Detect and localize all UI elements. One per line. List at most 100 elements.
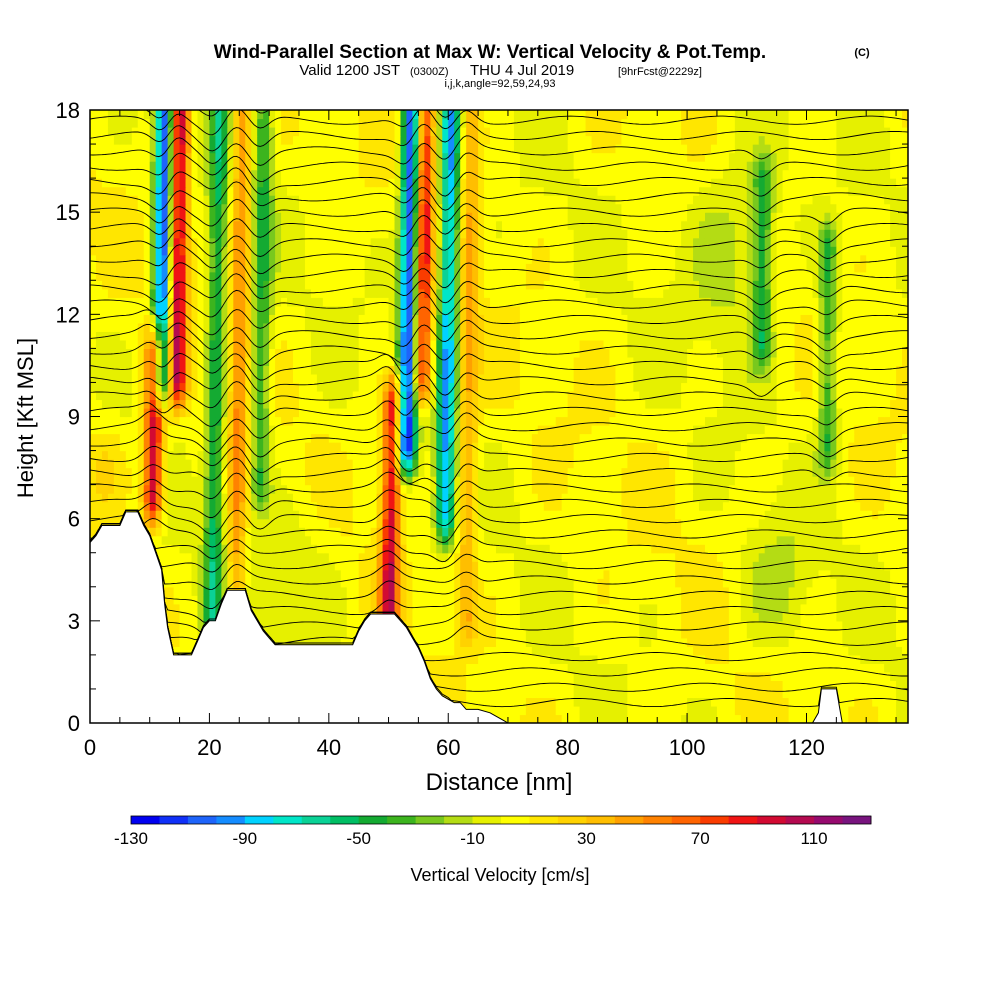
- heat-cell: [597, 714, 605, 723]
- heat-cell: [818, 561, 826, 571]
- heat-cell: [806, 433, 814, 443]
- heat-cell: [507, 467, 515, 477]
- heat-cell: [442, 416, 449, 426]
- heat-cell: [442, 459, 449, 469]
- heat-cell: [842, 586, 849, 596]
- heat-cell: [693, 637, 700, 647]
- heat-cell: [513, 578, 521, 588]
- heat-cell: [597, 569, 605, 579]
- heat-cell: [567, 697, 575, 707]
- heat-cell: [591, 714, 599, 723]
- heat-cell: [591, 442, 599, 452]
- heat-cell: [406, 535, 414, 545]
- heat-cell: [603, 476, 611, 486]
- heat-cell: [346, 450, 354, 460]
- heat-cell: [496, 459, 503, 469]
- heat-cell: [597, 637, 605, 647]
- heat-cell: [896, 467, 903, 477]
- heat-cell: [197, 518, 205, 528]
- heat-cell: [902, 603, 908, 613]
- heat-cell: [197, 527, 205, 537]
- heat-cell: [818, 518, 826, 528]
- heat-cell: [436, 510, 443, 520]
- heat-cell: [734, 552, 742, 562]
- heat-cell: [513, 697, 521, 707]
- heat-cell: [370, 459, 378, 469]
- heat-cell: [382, 552, 390, 562]
- heat-cell: [525, 425, 533, 435]
- heat-cell: [531, 578, 539, 588]
- heat-cell: [788, 688, 796, 699]
- heat-cell: [854, 535, 861, 545]
- heat-cell: [143, 510, 151, 520]
- heat-cell: [496, 654, 503, 664]
- heat-cell: [131, 425, 139, 435]
- heat-cell: [776, 535, 784, 545]
- heat-cell: [185, 603, 193, 613]
- heat-cell: [591, 603, 599, 613]
- heat-cell: [848, 552, 855, 562]
- heat-cell: [287, 476, 294, 486]
- heat-cell: [704, 697, 712, 707]
- heat-cell: [860, 646, 867, 656]
- heat-cell: [478, 688, 485, 699]
- heat-cell: [884, 535, 891, 545]
- heat-cell: [418, 407, 425, 418]
- heat-cell: [173, 425, 181, 435]
- heat-cell: [334, 603, 342, 613]
- heat-cell: [722, 595, 730, 605]
- heat-cell: [639, 518, 646, 528]
- heat-cell: [239, 467, 246, 477]
- heat-cell: [848, 629, 855, 639]
- heat-cell: [496, 688, 503, 699]
- heat-cell: [615, 586, 622, 596]
- heat-cell: [681, 535, 688, 545]
- heat-cell: [197, 510, 205, 520]
- heat-cell: [328, 535, 336, 545]
- heat-cell: [764, 484, 772, 494]
- heat-cell: [442, 527, 449, 537]
- heat-cell: [484, 612, 491, 622]
- heat-cell: [394, 612, 402, 622]
- heat-cell: [370, 442, 378, 452]
- heat-cell: [824, 510, 831, 520]
- heat-cell: [651, 680, 658, 690]
- heat-cell: [119, 459, 127, 469]
- heat-cell: [406, 561, 414, 571]
- heat-cell: [245, 407, 252, 418]
- heat-cell: [573, 714, 581, 723]
- heat-cell: [663, 680, 670, 690]
- heat-cell: [890, 714, 897, 723]
- heat-cell: [603, 629, 611, 639]
- heat-cell: [376, 586, 384, 596]
- heat-cell: [113, 484, 121, 494]
- heat-cell: [770, 510, 778, 520]
- heat-cell: [794, 688, 802, 699]
- heat-cell: [603, 586, 611, 596]
- heat-cell: [561, 416, 569, 426]
- heat-cell: [699, 416, 706, 426]
- heat-cell: [107, 459, 115, 469]
- heat-cell: [173, 459, 181, 469]
- heat-cell: [836, 518, 843, 528]
- heat-cell: [812, 688, 820, 699]
- heat-cell: [609, 459, 617, 469]
- heat-cell: [848, 425, 855, 435]
- heat-cell: [627, 501, 634, 511]
- heat-cell: [884, 671, 891, 682]
- heat-cell: [245, 433, 252, 443]
- heat-cell: [322, 484, 330, 494]
- heat-cell: [693, 467, 700, 477]
- heat-cell: [460, 646, 467, 656]
- heat-cell: [287, 552, 294, 562]
- heat-cell: [340, 442, 348, 452]
- heat-cell: [561, 569, 569, 579]
- heat-cell: [549, 535, 557, 545]
- heat-cell: [352, 510, 360, 520]
- chart-title: Wind-Parallel Section at Max W: Vertical…: [214, 42, 766, 63]
- heat-cell: [424, 535, 431, 545]
- heat-cell: [788, 476, 796, 486]
- heat-cell: [418, 493, 425, 503]
- heat-cell: [287, 484, 294, 494]
- heat-cell: [842, 688, 849, 699]
